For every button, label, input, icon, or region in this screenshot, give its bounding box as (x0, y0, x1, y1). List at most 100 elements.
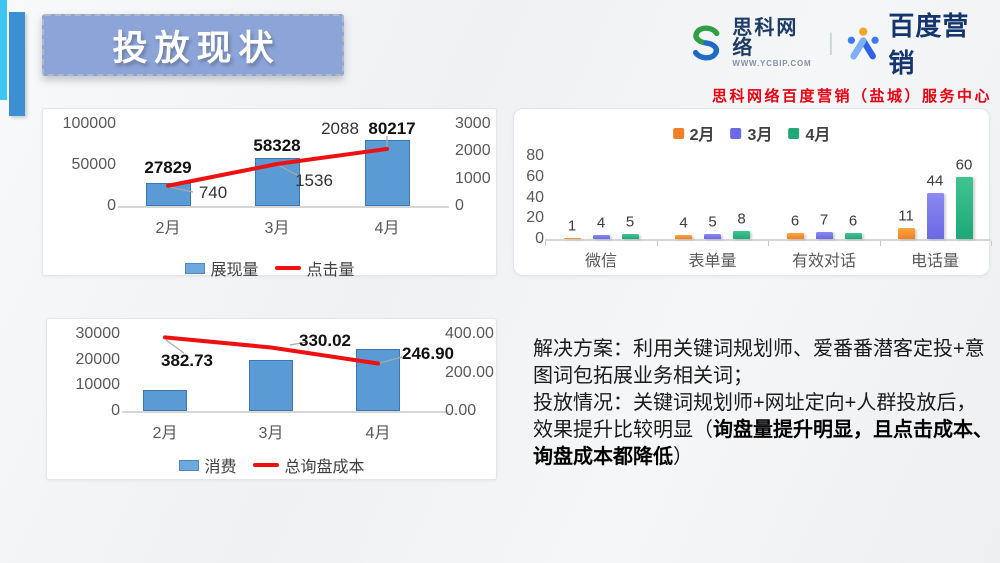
logo-company-name: 思科网络 (732, 17, 799, 59)
bar (249, 359, 293, 411)
bar (145, 183, 191, 206)
legend-item: 4月 (788, 121, 830, 145)
axis-tick-mark (545, 241, 546, 246)
legend-line-swatch (252, 463, 279, 467)
bar-value-label: 6 (848, 212, 858, 230)
bar-value-label: 4 (596, 214, 606, 232)
solution-text-segment: 投放情况：关键词规划师+网址定向+人群投放后， (533, 392, 977, 414)
sike-swirl-logo-icon (692, 25, 720, 61)
monthly-leads-chart: 0 20 40 60 80 微信 1 4 5 表单量 4 5 8 有效对话 6 7 6 电话量 11 44 60 2月 3月… (513, 108, 992, 276)
solution-text: 解决方案：利用关键词规划师、爱番番潜客定投+意 图词包拓展业务相关词； 投放情况：关… (533, 336, 993, 471)
legend-label: 总询盘成本 (284, 459, 365, 476)
solution-text-bold: 询盘量提升明显，且点击成本、 (713, 419, 993, 441)
right-axis-tick: 1000 (455, 169, 491, 187)
legend-item: 消费 (178, 453, 237, 477)
sike-logo-text: 思科网络 WWW.YCBIP.COM (732, 18, 816, 68)
bar (364, 140, 410, 206)
bar (592, 234, 610, 239)
left-axis-tick: 60 (526, 167, 544, 185)
left-accent-bar-blue (9, 12, 25, 116)
legend-swatch (672, 127, 684, 139)
legend-label: 3月 (747, 127, 773, 144)
left-axis-tick: 50000 (71, 156, 117, 173)
legend-item: 展现量 (184, 256, 259, 280)
legend-swatch (730, 127, 742, 139)
line-data-label: 246.90 (402, 344, 454, 363)
left-axis-tick: 20 (526, 209, 544, 227)
bar (897, 227, 915, 239)
category-label: 4月 (365, 425, 391, 442)
right-axis-tick: 3000 (455, 115, 491, 132)
bar-value-label: 4 (679, 214, 688, 232)
bar-data-label: 58328 (253, 136, 301, 155)
category-axis-line (122, 411, 449, 413)
category-label: 2月 (152, 425, 178, 442)
category-label: 电话量 (910, 253, 960, 270)
logo-website: WWW.YCBIP.COM (732, 59, 812, 68)
axis-tick-mark (879, 241, 881, 246)
left-axis-tick: 0 (111, 402, 120, 419)
left-axis-tick: 0 (107, 197, 116, 214)
solution-line: 图词包拓展业务相关词； (533, 363, 993, 390)
solution-text-segment: 图词包拓展业务相关词； (533, 365, 753, 387)
solution-text-bold: 询盘成本都降低 (533, 446, 673, 468)
legend-line-swatch (274, 266, 301, 270)
category-label: 2月 (155, 220, 181, 237)
right-axis-tick: 400.00 (445, 325, 494, 342)
category-label: 4月 (374, 220, 400, 237)
right-axis-tick: 0.00 (445, 402, 477, 419)
bar-value-label: 5 (708, 213, 717, 231)
bar (815, 231, 833, 239)
legend-item: 2月 (672, 121, 715, 145)
legend-item: 总询盘成本 (252, 453, 365, 477)
left-axis-tick: 100000 (62, 115, 116, 132)
legend-label: 4月 (805, 127, 831, 144)
left-accent-bar-cyan (0, 0, 7, 100)
bar (563, 237, 581, 239)
right-axis-tick: 200.00 (445, 363, 494, 381)
axis-tick-mark (991, 241, 992, 246)
category-label: 有效对话 (791, 253, 857, 270)
solution-line: 投放情况：关键词规划师+网址定向+人群投放后， (533, 390, 993, 417)
bar-value-label: 7 (819, 211, 829, 229)
baidu-marketing-logo-icon (847, 27, 879, 60)
bar (675, 234, 692, 239)
bar-value-label: 1 (567, 217, 577, 235)
legend-swatch (178, 459, 199, 471)
left-axis-tick: 20000 (75, 350, 121, 368)
axis-tick-mark (768, 241, 769, 246)
left-axis-tick: 80 (526, 147, 544, 164)
logo-row: 思科网络 WWW.YCBIP.COM | 百度营销 (687, 6, 992, 80)
category-label: 表单量 (688, 253, 737, 270)
bar-data-label: 80217 (368, 119, 416, 138)
solution-text-segment: 效果提升比较明显（ (533, 419, 713, 441)
legend-swatch (184, 262, 205, 274)
left-axis-tick: 10000 (75, 376, 121, 394)
left-axis-tick: 40 (526, 188, 544, 206)
category-label: 微信 (584, 253, 618, 270)
page-title: 投放现状 (42, 14, 344, 76)
solution-text-segment: 解决方案：利用关键词规划师、爱番番潜客定投+意 (533, 338, 985, 360)
axis-tick-mark (656, 241, 658, 246)
legend-label: 点击量 (306, 262, 355, 279)
bar-value-label: 60 (955, 156, 973, 174)
category-axis-line (545, 239, 991, 241)
legend-item: 点击量 (274, 256, 355, 280)
bar-value-label: 44 (926, 172, 944, 190)
line-data-label: 1536 (295, 171, 333, 190)
legend-label: 消费 (204, 459, 237, 476)
right-axis-tick: 0 (455, 197, 464, 214)
bar-value-label: 11 (898, 207, 914, 225)
category-label: 3月 (258, 425, 284, 442)
legend-label: 2月 (689, 127, 715, 144)
bar (143, 389, 187, 411)
line-data-label: 382.73 (161, 351, 213, 370)
solution-line: 效果提升比较明显（询盘量提升明显，且点击成本、 (533, 417, 993, 444)
bar (955, 176, 973, 239)
bar (926, 193, 944, 239)
logo-area: 思科网络 WWW.YCBIP.COM | 百度营销 思科网络百度营销（盐城）服务… (687, 6, 992, 106)
bar (356, 348, 400, 411)
left-axis-tick: 0 (535, 230, 544, 247)
bar-value-label: 5 (625, 213, 635, 231)
